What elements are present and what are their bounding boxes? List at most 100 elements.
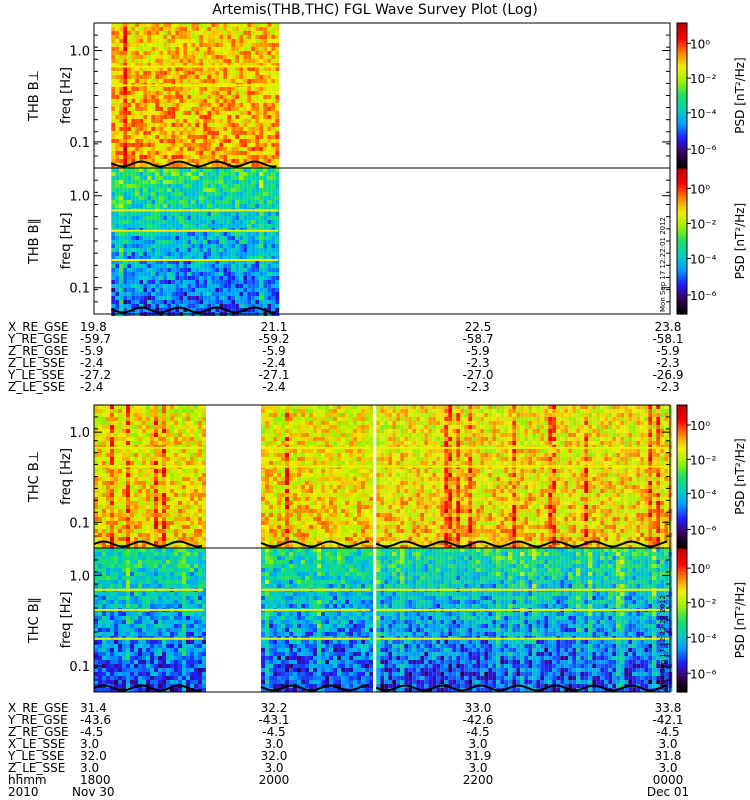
spectrogram-segment [93,548,206,692]
cyclotron-trace [93,684,203,692]
ephemeris-value: 32.0 [261,749,288,763]
panel-thb_perp: 1.0 0.1 freq [Hz] THB B⊥ 10⁰ 10⁻² 10⁻⁴ 10⁻⁶ PSD … [27,22,747,171]
spectrogram-segment [375,405,673,549]
colorbar-tick-label: 10⁻⁴ [690,253,717,267]
spectrogram-segment [93,405,206,549]
colorbar-tick-label: 10⁻² [690,597,717,611]
panel-thc_perp: 1.0 0.1 freq [Hz] THC B⊥ 10⁰ 10⁻² 10⁻⁴ 10⁻⁶ PSD … [27,404,747,549]
y-axis-label: freq [Hz] [59,213,74,270]
cyclotron-trace [93,540,203,548]
y-axis-label: freq [Hz] [59,448,74,505]
ephemeris-row-name: X_RE_GSE [8,320,69,334]
colorbar-tick-label: 10⁻² [690,72,717,86]
ephemeris-value: -5.9 [80,344,103,358]
ephemeris-value: 23.8 [655,320,682,334]
date-start: Nov 30 [72,785,115,799]
cyclotron-trace [110,160,277,168]
ephemeris-value: -42.1 [652,713,683,727]
ephemeris-value: 33.8 [655,701,682,715]
ephemeris-value: -27.2 [80,368,111,382]
ephemeris-value: 19.8 [80,320,107,334]
colorbar-frame [676,167,688,315]
ephemeris-row-name: Z_LE_SSE [8,761,65,775]
ephemeris-value: 3.0 [264,737,283,751]
panel-name: THC B∥ [27,597,42,644]
ephemeris-row-name: Y_RE_GSE [7,713,68,727]
ephemeris-value: 3.0 [658,761,677,775]
colorbar-tick-label: 10⁰ [690,37,710,51]
ephemeris-value: -43.6 [80,713,111,727]
colorbar-label: PSD [nT²/Hz] [733,438,747,514]
ephemeris-value: 1800 [80,773,111,787]
panel-thb_par: 1.0 0.1 freq [Hz] THB B∥ 10⁰ 10⁻² 10⁻⁴ 10⁻⁶ PSD … [27,167,747,316]
y-tick-label: 0.1 [69,660,90,675]
colorbar: 10⁰ 10⁻² 10⁻⁴ 10⁻⁶ PSD [nT²/Hz] [676,167,747,315]
ephemeris-value: 3.0 [80,761,99,775]
ephemeris-value: 21.1 [261,320,288,334]
y-tick-label: 1.0 [69,569,90,584]
ephemeris-row-name: Z_RE_GSE [8,725,69,739]
ephemeris-bottom: X_RE_GSE 31.4 32.2 33.0 33.8 Y_RE_GSE -43.6 -43… [7,701,684,787]
ephemeris-value: -4.5 [466,725,489,739]
panel-name: THB B⊥ [27,70,42,122]
chart-title: Artemis(THB,THC) FGL Wave Survey Plot (L… [212,2,538,18]
ephemeris-value: -26.9 [652,368,683,382]
ephemeris-value: -5.9 [466,344,489,358]
colorbar-tick-label: 10⁻⁶ [690,143,717,157]
colorbar: 10⁰ 10⁻² 10⁻⁴ 10⁻⁶ PSD [nT²/Hz] [676,404,747,549]
ephemeris-value: 32.2 [261,701,288,715]
ephemeris-value: 32.0 [80,749,107,763]
colorbar-tick-label: 10⁻⁴ [690,631,717,645]
ephemeris-value: 3.0 [264,761,283,775]
ephemeris-value: 3.0 [80,737,99,751]
ephemeris-value: 3.0 [658,737,677,751]
colorbar-label: PSD [nT²/Hz] [733,582,747,658]
y-axis-label: freq [Hz] [59,67,74,124]
ephemeris-value: -2.3 [656,356,679,370]
ephemeris-row-name: X_LE_SSE [8,737,65,751]
ephemeris-value: -2.3 [656,380,679,394]
spectrogram-segment [110,168,280,316]
ephemeris-value: -2.4 [80,380,103,394]
ephemeris-value: -27.0 [462,368,493,382]
ephemeris-value: -42.6 [462,713,493,727]
colorbar: 10⁰ 10⁻² 10⁻⁴ 10⁻⁶ PSD [nT²/Hz] [676,547,747,693]
ephemeris-row-name: Z_LE_SSE [8,380,65,394]
colorbar-tick-label: 10⁰ [690,419,710,433]
ephemeris-top: X_RE_GSE 19.8 21.1 22.5 23.8 Y_RE_GSE -59.7 -59… [7,320,684,394]
ephemeris-row-name: Y_LE_SSE [7,749,64,763]
ephemeris-row-name: Y_LE_SSE [7,368,64,382]
colorbar: 10⁰ 10⁻² 10⁻⁴ 10⁻⁶ PSD [nT²/Hz] [676,22,747,169]
ephemeris-value: 0000 [653,773,684,787]
ephemeris-value: -2.4 [262,380,285,394]
ephemeris-value: 31.4 [80,701,107,715]
ephemeris-value: 31.9 [465,749,492,763]
ephemeris-value: -2.3 [466,380,489,394]
y-tick-label: 1.0 [69,426,90,441]
ephemeris-value: -58.1 [652,332,683,346]
ephemeris-value: 31.8 [655,749,682,763]
ephemeris-value: -5.9 [656,344,679,358]
colorbar-label: PSD [nT²/Hz] [733,57,747,133]
y-tick-label: 1.0 [69,45,90,60]
ephemeris-value: -59.7 [80,332,111,346]
ephemeris-value: 33.0 [465,701,492,715]
colorbar-label: PSD [nT²/Hz] [733,203,747,279]
ephemeris-row-name: X_RE_GSE [8,701,69,715]
timestamp-stamp: Mon Sep 17 12:22:01 2012 [659,217,667,312]
timestamp-stamp: Mon Sep 17 12:22:22 2012 [659,595,667,690]
ephemeris-value: -4.5 [262,725,285,739]
panel-name: THB B∥ [27,218,42,265]
y-tick-label: 0.1 [69,516,90,531]
y-axis-label: freq [Hz] [59,592,74,649]
cyclotron-trace [375,684,668,692]
ephemeris-value: -59.2 [258,332,289,346]
cyclotron-trace [260,684,369,692]
colorbar-tick-label: 10⁰ [690,562,710,576]
date-year: 2010 [8,785,39,799]
y-tick-label: 0.1 [69,282,90,297]
spectrogram-segment [110,23,280,171]
colorbar-tick-label: 10⁻⁶ [690,289,717,303]
